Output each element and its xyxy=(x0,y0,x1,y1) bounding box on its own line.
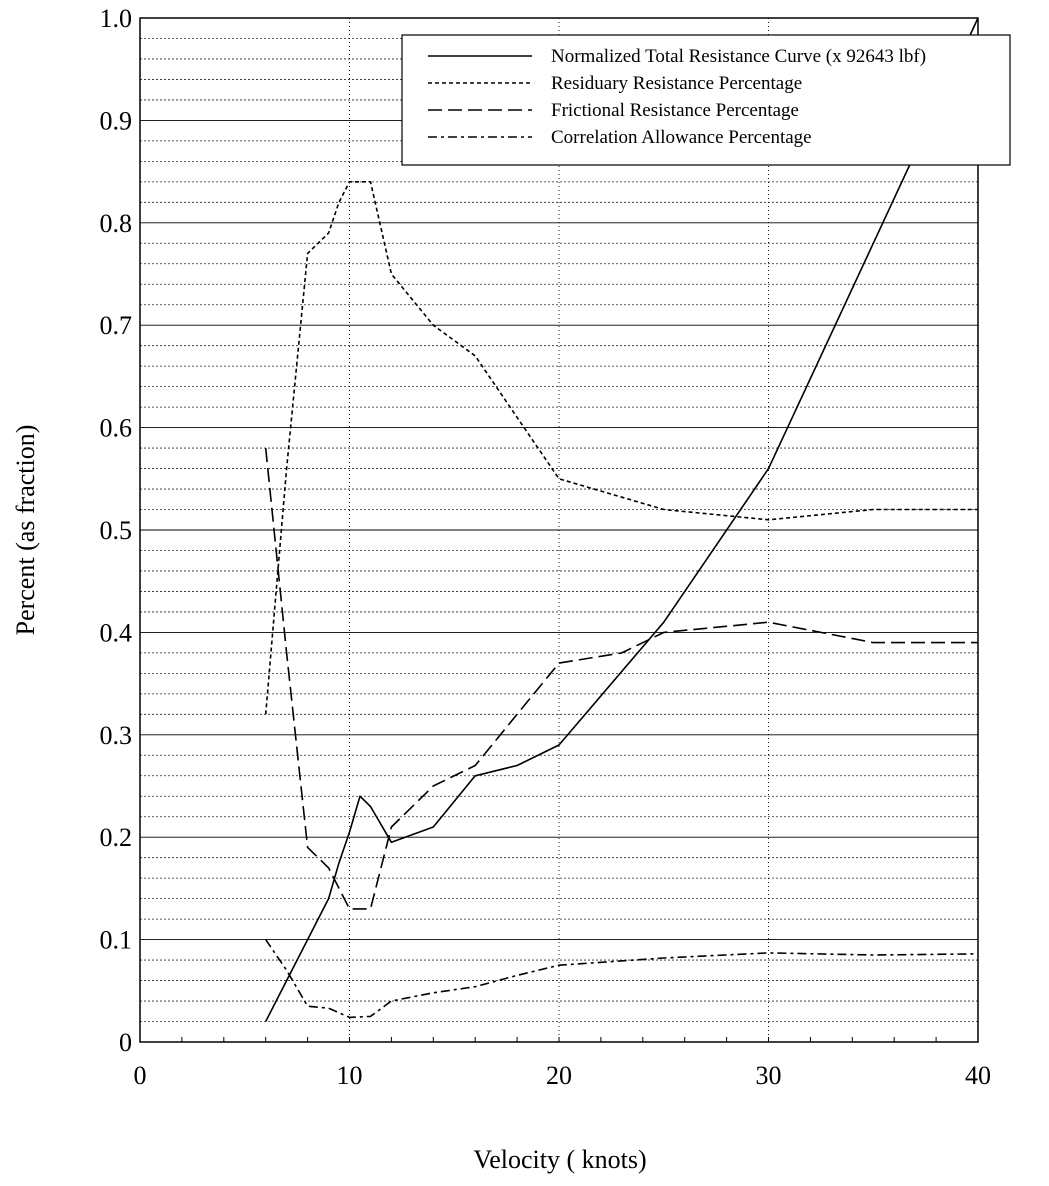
series-line-2 xyxy=(264,181,978,715)
x-tick-label: 0 xyxy=(134,1061,147,1090)
legend-entry-label: Frictional Resistance Percentage xyxy=(551,100,799,121)
legend: Normalized Total Resistance Curve (x 926… xyxy=(401,34,1011,166)
legend-entry-label: Normalized Total Resistance Curve (x 926… xyxy=(551,46,926,67)
y-tick-label: 0.2 xyxy=(100,823,133,852)
y-tick-label: 0.7 xyxy=(100,311,133,340)
x-tick-label: 30 xyxy=(756,1061,782,1090)
y-tick-label: 0.9 xyxy=(100,106,133,135)
legend-entry-label: Residuary Resistance Percentage xyxy=(551,73,802,94)
series-line-1 xyxy=(264,17,979,1022)
legend-entry-label: Correlation Allowance Percentage xyxy=(551,127,812,148)
y-tick-label: 0.3 xyxy=(100,721,133,750)
series-lines xyxy=(264,17,979,1022)
y-tick-label: 0 xyxy=(119,1028,132,1057)
plot-frame xyxy=(139,17,979,1043)
x-tick-label: 20 xyxy=(546,1061,572,1090)
x-axis-tick-labels: 0 10 20 30 40 xyxy=(134,1061,992,1090)
x-tick-label: 40 xyxy=(965,1061,991,1090)
y-tick-label: 0.8 xyxy=(100,209,133,238)
y-tick-label: 0.5 xyxy=(100,516,133,545)
y-axis-label: Percent (as fraction) xyxy=(11,425,40,636)
series-line-4 xyxy=(265,939,979,1019)
x-axis-label: Velocity ( knots) xyxy=(473,1145,646,1174)
x-tick-label: 10 xyxy=(337,1061,363,1090)
series-line-3 xyxy=(264,448,978,910)
y-tick-label: 1.0 xyxy=(100,4,133,33)
y-tick-label: 0.1 xyxy=(100,926,133,955)
y-axis-tick-labels: 0 0.1 0.2 0.3 0.4 0.5 0.6 0.7 0.8 0.9 1.0 xyxy=(100,4,133,1057)
y-tick-label: 0.6 xyxy=(100,414,133,443)
y-tick-label: 0.4 xyxy=(100,618,133,647)
grid xyxy=(139,18,979,1042)
